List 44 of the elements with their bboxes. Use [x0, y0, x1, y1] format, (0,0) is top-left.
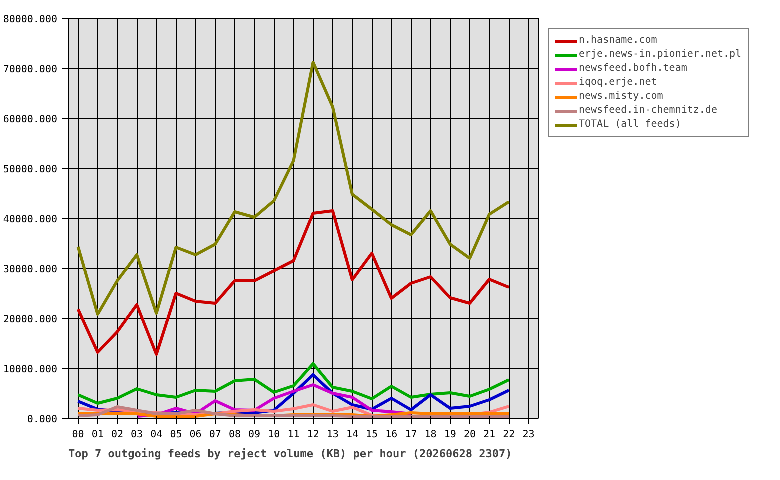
y-tick-label: 60000.000: [3, 114, 58, 126]
x-tick-label: 08: [228, 430, 241, 440]
legend-label: iqoq.erje.net: [579, 77, 658, 88]
x-tick-label: 04: [150, 430, 163, 440]
x-tick-label: 14: [346, 430, 358, 440]
line-series: [76, 362, 511, 405]
text: Top 7 outgoing feeds by reject volume (KB) per hour (20260628 2307): [68, 448, 512, 460]
x-tick-label: 03: [131, 430, 144, 440]
x-tick-label: 02: [111, 430, 124, 440]
y-tick-label: 50000.000: [3, 164, 58, 176]
x-tick-label: 19: [444, 430, 456, 440]
legend-label: newsfeed.in-chemnitz.de: [579, 105, 718, 116]
y-tick-label: 40000.000: [3, 214, 58, 226]
line-series: [76, 210, 511, 356]
x-tick-label: 20: [464, 430, 476, 440]
y-tick-label: 80000.000: [3, 14, 58, 26]
x-tick-label: 18: [424, 430, 437, 440]
x-tick-label: 06: [190, 430, 202, 440]
x-tick-label: 22: [503, 430, 516, 440]
y-tick-label: 20000.000: [3, 314, 58, 326]
legend-label: newsfeed.bofh.team: [579, 63, 688, 74]
x-tick-label: 10: [268, 430, 280, 440]
y-tick-label: 0.000: [27, 414, 58, 426]
x-tick-label: 23: [522, 430, 535, 440]
x-tick-label: 21: [484, 430, 496, 440]
x-tick-label: 01: [92, 430, 104, 440]
x-tick-label: 09: [248, 430, 261, 440]
y-tick-label: 10000.000: [3, 364, 58, 376]
legend-label: TOTAL (all feeds): [579, 119, 682, 130]
x-tick-label: 13: [326, 430, 339, 440]
legend-label: erje.news-in.pionier.net.pl: [579, 49, 742, 60]
x-tick-label: 12: [307, 430, 320, 440]
x-tick-label: 00: [72, 430, 84, 440]
x-tick-label: 11: [288, 430, 300, 440]
x-tick-label: 16: [386, 430, 398, 440]
y-tick-label: 30000.000: [3, 264, 58, 276]
y-tick-label: 70000.000: [3, 64, 58, 76]
legend-label: n.hasname.com: [579, 35, 658, 46]
line-series: [76, 61, 511, 316]
x-tick-label: 15: [366, 430, 378, 440]
x-tick-label: 17: [405, 430, 418, 440]
x-tick-label: 05: [170, 430, 182, 440]
x-tick-label: 07: [209, 430, 222, 440]
legend-label: news.misty.com: [579, 91, 664, 102]
